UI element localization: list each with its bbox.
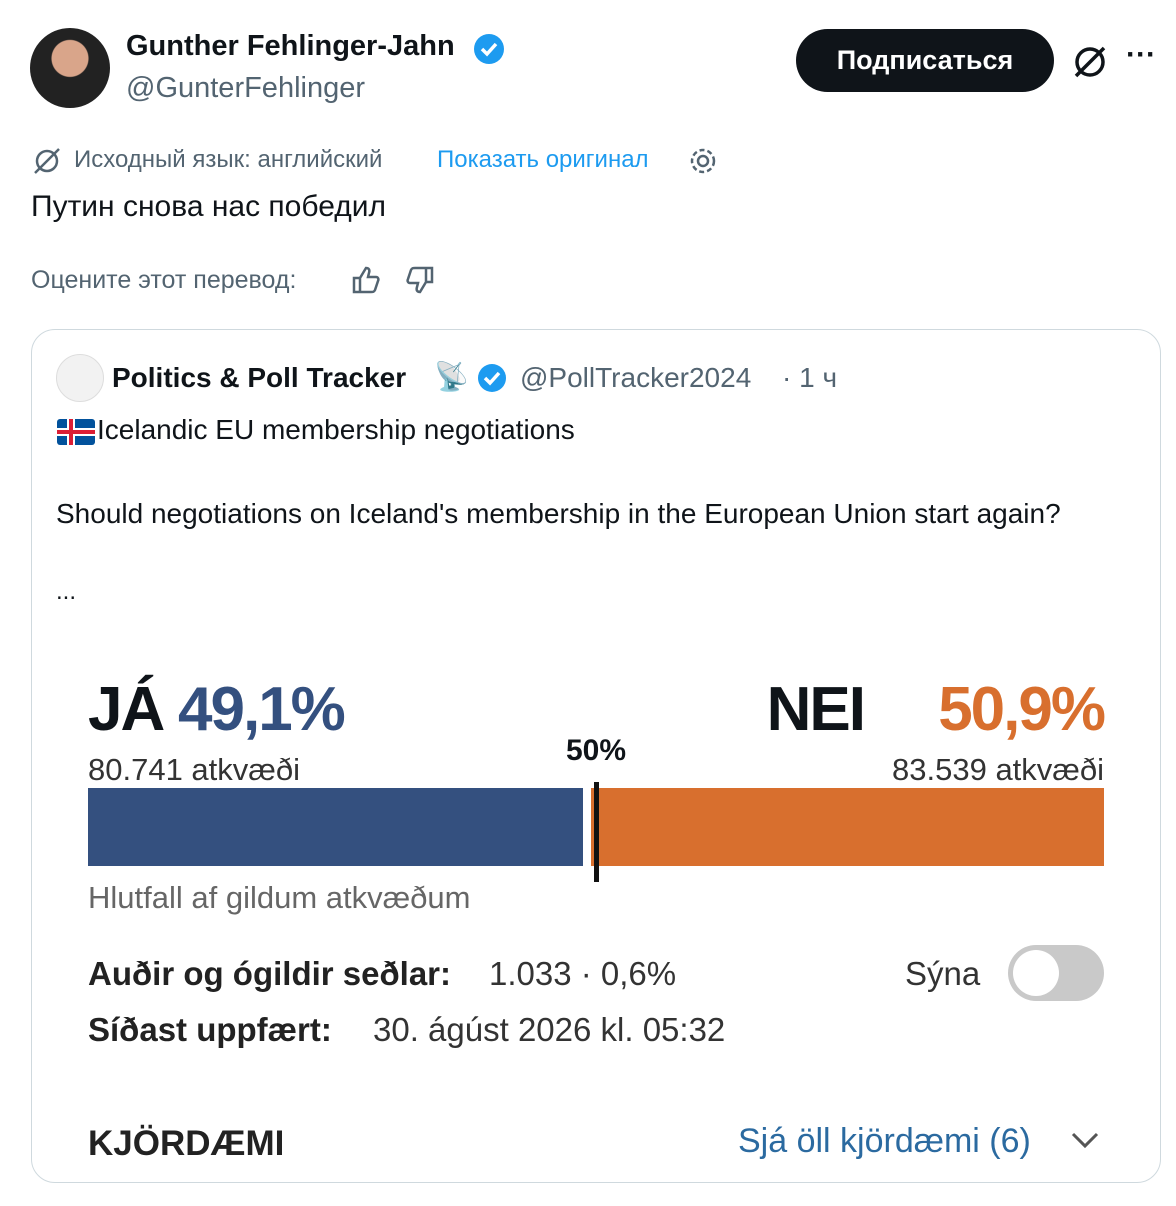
iceland-flag <box>57 419 95 445</box>
quote-question: Should negotiations on Iceland's members… <box>56 498 1061 529</box>
settings-icon[interactable] <box>688 146 718 176</box>
quote-more: ... <box>56 578 77 605</box>
author-handle[interactable]: @GunterFehlinger <box>126 72 365 104</box>
midpoint-line <box>593 782 599 882</box>
verified-badge <box>474 34 504 64</box>
result-bar <box>88 782 1104 882</box>
yes-bar <box>88 788 583 866</box>
yes-votes: 80.741 atkvæði <box>88 752 300 787</box>
no-label: NEI <box>766 675 866 744</box>
no-percent: 50,9% <box>938 675 1106 744</box>
avatar[interactable] <box>30 28 110 108</box>
quote-verified-badge <box>478 364 506 392</box>
source-language: Исходный язык: английский <box>74 146 383 173</box>
translate-icon-small <box>34 148 60 174</box>
chevron-down[interactable] <box>1070 1128 1100 1152</box>
yes-percent: 49,1% <box>178 675 346 744</box>
bar-caption: Hlutfall af gildum atkvæðum <box>88 880 471 915</box>
toggle-label: Sýna <box>905 955 981 992</box>
satellite-emoji: 📡 <box>434 361 469 392</box>
updated-value: 30. ágúst 2026 kl. 05:32 <box>373 1011 726 1048</box>
rate-icons[interactable] <box>350 264 440 296</box>
follow-button[interactable]: Подписаться <box>796 29 1054 92</box>
districts-heading: KJÖRDÆMI <box>88 1124 285 1163</box>
invalid-label: Auðir og ógildir seðlar: <box>88 955 452 992</box>
tweet-text: Путин снова нас победил <box>31 190 386 223</box>
updated-label: Síðast uppfært: <box>88 1011 332 1048</box>
rate-label: Оцените этот перевод: <box>31 266 297 294</box>
author-name[interactable]: Gunther Fehlinger-Jahn <box>126 30 455 62</box>
no-votes: 83.539 atkvæði <box>892 752 1104 787</box>
quote-card[interactable] <box>31 329 1161 1183</box>
no-bar <box>590 788 1104 866</box>
midpoint-label: 50% <box>565 734 627 767</box>
quote-author-name[interactable]: Politics & Poll Tracker <box>112 362 407 393</box>
show-original-link[interactable]: Показать оригинал <box>437 146 649 173</box>
invalid-value: 1.033 · 0,6% <box>489 955 677 992</box>
quote-avatar[interactable] <box>56 354 104 402</box>
translate-icon[interactable] <box>1070 42 1110 82</box>
quote-handle[interactable]: @PollTracker2024 <box>520 362 752 393</box>
toggle-switch[interactable] <box>1008 945 1104 1001</box>
more-button[interactable]: ··· <box>1126 38 1156 71</box>
quote-time: · 1 ч <box>782 362 838 393</box>
quote-title: Icelandic EU membership negotiations <box>97 414 575 445</box>
yes-label: JÁ <box>88 675 165 744</box>
districts-link[interactable]: Sjá öll kjördæmi (6) <box>738 1122 1031 1160</box>
